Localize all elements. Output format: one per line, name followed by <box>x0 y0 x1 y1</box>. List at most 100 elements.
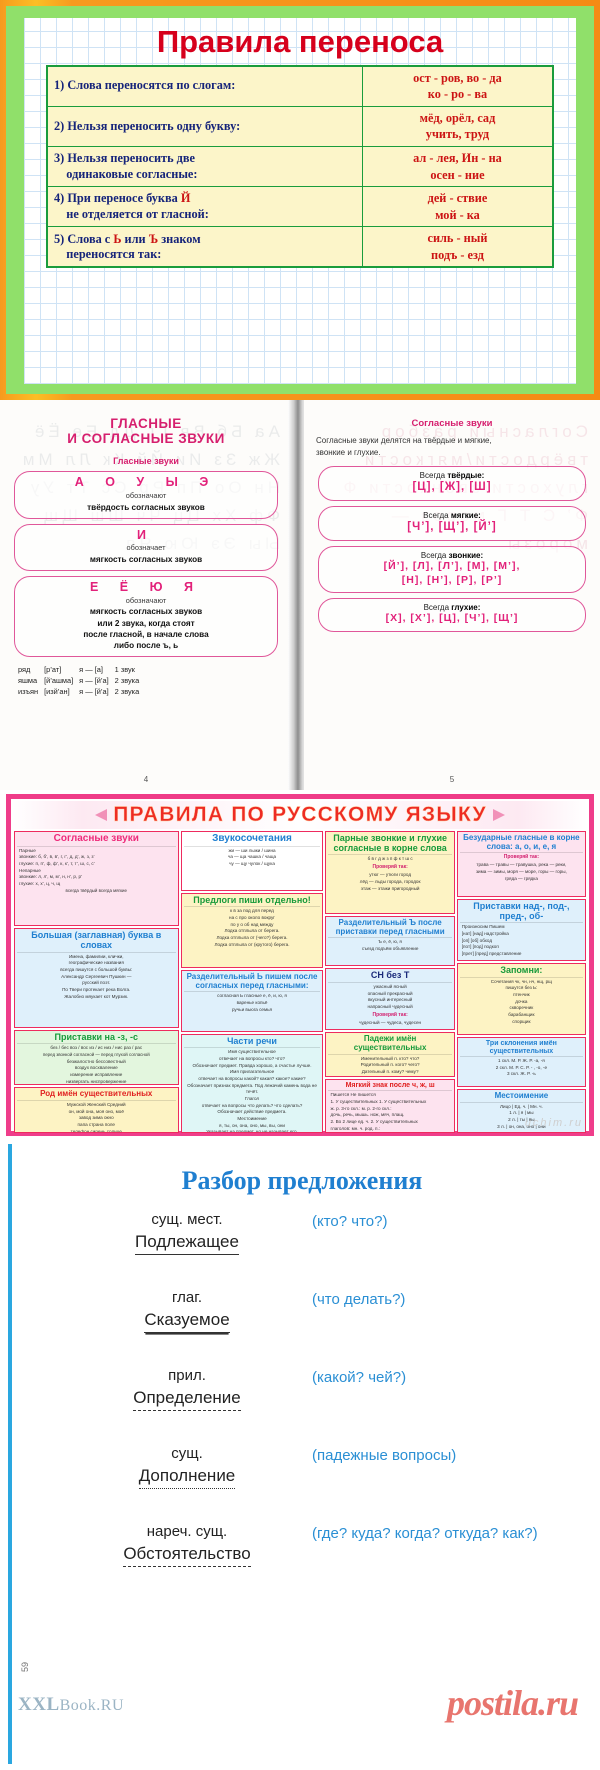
panel-russian-rules-poster: ПРАВИЛА ПО РУССКОМУ ЯЗЫКУ Согласные звук… <box>0 790 600 1140</box>
card-body: Мужской Женский Средний он, мой она, моя… <box>17 1101 176 1132</box>
card-razdelitelnyj-mjagkij: Разделительный Ь пишем после согласных п… <box>180 970 324 1032</box>
table-row: 5) Слова с Ь или Ъ знаком переносятся та… <box>46 226 554 268</box>
card-zapomni: Запомни: Сочетания чк, чн, нч, нщ, рщ пи… <box>456 963 587 1035</box>
razbor-member: Сказуемое <box>144 1308 230 1334</box>
perenos-rule-2: 2) Нельзя переносить одну букву: <box>46 105 363 147</box>
card-razdelitelnyj-tverdyj: Разделительный Ъ после приставки перед г… <box>325 916 455 967</box>
card-line: Родительный п. кого? чего? <box>360 1062 420 1068</box>
poster-column-3: Парные звонкие и глухие согласные в корн… <box>325 831 455 1133</box>
card-title: Парные звонкие и глухие согласные в корн… <box>328 833 452 856</box>
card-line: 3 л. | он, она, оно | они <box>497 1123 546 1129</box>
vowels-box-iotated: Е Ё Ю Я обозначают мягкость согласных зв… <box>14 576 278 657</box>
panel-book-spread: Аа Бб Вв Гг Дд Ее Ёё Жж Зз Ии Йй Кк Лл М… <box>0 400 600 790</box>
card-line: Местоимение <box>237 1115 267 1121</box>
vowels-oboz-hard: обозначают <box>125 490 167 500</box>
vowels-examples-table: ряд [р’ат] я — [а] 1 звук яшма [й’ашма] … <box>18 664 145 697</box>
example-count: 2 звука <box>114 686 140 696</box>
card-line: ужасный ясный <box>373 984 407 990</box>
card-line: ча — ща чашка / чаща <box>227 854 277 860</box>
card-line: 3 скл. Ж. Р. -ь <box>506 1071 536 1077</box>
card-line: глаголов: мн. ч. род. п.: <box>330 1125 381 1131</box>
card-line: 2 скл. М. Р. С. Р. - , -о, -е <box>495 1064 547 1070</box>
card-line: 2 л. | ты | вы <box>508 1116 535 1122</box>
card-line: завод зима окно <box>78 1115 114 1121</box>
razbor-question: (какой? чей?) <box>312 1369 407 1386</box>
card-tri-skloneniya: Три склонения имён существительных 1 скл… <box>456 1037 587 1087</box>
card-chasti-rechi: Части речи Имя существительное отвечает … <box>180 1033 324 1133</box>
card-line: отвечает на вопросы что делать? что сдел… <box>201 1102 303 1108</box>
card-line: Обозначает признак предмета. Под лежачий… <box>187 1082 317 1095</box>
card-line: на с про около вокруг <box>229 914 275 920</box>
card-title: Предлоги пиши отдельно! <box>183 895 321 908</box>
card-line: трава — травы — травушка, река — реки, <box>476 862 567 868</box>
card-body: Имя существительное отвечает на вопросы … <box>184 1048 321 1132</box>
card-pristavki-nad-pod: Приставки над-, под-, пред-, об- Произно… <box>456 899 587 961</box>
example-word: яшма <box>18 675 38 685</box>
right-page-number: 5 <box>449 775 455 784</box>
card-soglasnye-zvuki: Согласные звуки Парные звонкие: б, б’, в… <box>14 831 179 927</box>
card-line: б в г д ж з п ф к т ш с <box>367 856 413 862</box>
card-subtitle: Проверяй так: <box>372 1011 408 1018</box>
consonants-title: Согласные звуки <box>411 418 493 429</box>
table-row: 1) Слова переносятся по слогам: ост - ро… <box>46 65 554 107</box>
card-body: жи — ши лыжи / шина ча — ща чашка / чаща… <box>184 847 321 869</box>
poster-column-4: Безударные гласные в корне слова: а, о, … <box>456 831 587 1133</box>
card-body: согласная Ь гласные е, ё, и, ю, я варень… <box>184 992 321 1014</box>
card-pristavki-na-z-s: Приставки на -з, -с без / бес воз / вос … <box>14 1029 179 1086</box>
perenos-example-2: мёд, орёл, сад учить, труд <box>361 105 554 147</box>
vowels-meaning-iotated-4: либо после ъ, ь <box>113 640 179 650</box>
card-mestoimenie: Местоимение Лицо | Ед. ч. | Мн. ч. 1 л. … <box>456 1089 587 1133</box>
card-title: Мягкий знак после ч, ж, ш <box>328 1081 452 1092</box>
card-line: лёд — льды города, городок <box>359 879 421 884</box>
poster-grid: Согласные звуки Парные звонкие: б, б’, в… <box>13 829 587 1135</box>
vowels-meaning-i: мягкость согласных звуков <box>89 555 203 565</box>
panel-razbor-predlozheniya: Разбор предложения сущ. мест. Подлежащее… <box>0 1140 600 1770</box>
card-body: к в за под для перед на с про около вокр… <box>184 907 321 949</box>
card-body: без / бес воз / вос из / ис низ / нис ра… <box>17 1044 176 1084</box>
label-always-voiceless: Всегда глухие: <box>423 603 481 613</box>
card-bolshaya-bukva: Большая (заглавная) буква в словах Имена… <box>14 928 179 1028</box>
razbor-sheet: Разбор предложения сущ. мест. Подлежащее… <box>8 1144 592 1764</box>
card-body: Ъ е, ё, ю, я съезд подъём объявление <box>328 938 451 953</box>
razbor-title: Разбор предложения <box>181 1166 423 1195</box>
card-body: 1 скл. М. Р. Ж. Р. -а, -я 2 скл. М. Р. С… <box>460 1057 583 1079</box>
vowels-meaning-iotated-2: или 2 звука, когда стоят <box>97 618 195 628</box>
card-line: дочь, речь, мышь. нож, мяч, плащ. <box>330 1112 405 1118</box>
card-line: согласная Ь гласные е, ё, и, ю, я <box>217 993 287 999</box>
razbor-page-number: 59 <box>20 1661 30 1672</box>
example-word: ряд <box>18 664 31 674</box>
sounds-always-hard: [Ц], [Ж], [Ш] <box>412 481 492 494</box>
card-line: 1. У существительных 1. У существительны… <box>330 1099 427 1105</box>
postila-watermark: postila.ru <box>446 1683 579 1723</box>
card-line: барабанщик <box>508 1012 535 1017</box>
book-page-right: Согласный разбор твёрдости/мягкости глух… <box>304 400 600 790</box>
razbor-question: (падежные вопросы) <box>312 1447 457 1464</box>
poster-title: ПРАВИЛА ПО РУССКОМУ ЯЗЫКУ <box>113 803 487 826</box>
card-line: ручьи вьюга семья <box>231 1006 272 1012</box>
card-line: Имя прилагательное <box>229 1069 275 1075</box>
card-line: Имена, фамилии, клички, <box>68 953 124 959</box>
razbor-member: Дополнение <box>138 1464 236 1490</box>
razbor-left: сущ. мест. Подлежащее <box>67 1210 307 1256</box>
card-title: Запомни: <box>459 965 584 978</box>
card-line: звонкие: б, б’, в, в’, г, г’, д, д’, ж, … <box>19 854 95 860</box>
card-body: трава — травы — травушка, река — реки, з… <box>460 861 583 883</box>
vowels-letters-hard: А О У Ы Э <box>74 475 218 490</box>
card-line: Парные <box>19 847 36 853</box>
table-row: изъян [изй’ан] я — [й’а] 2 звука <box>18 686 145 697</box>
card-line: вкусный интересный <box>367 997 413 1003</box>
card-subtitle: Проверяй так: <box>372 864 408 871</box>
perenos-example-3: ал - лея, Ин - на осен - ние <box>361 145 554 188</box>
sounds-always-voiceless: [Х], [Х’], [Ц], [Ч’], [Щ’] <box>385 612 519 625</box>
card-zvukosochetaniya: Звукосочетания жи — ши лыжи / шина ча — … <box>180 831 324 891</box>
table-row: ряд [р’ат] я — [а] 1 звук <box>18 664 145 675</box>
card-body: б в г д ж з п ф к т ш с Проверяй так: ут… <box>328 855 451 893</box>
card-body: Парные звонкие: б, б’, в, в’, г, г’, д, … <box>17 847 176 896</box>
book-page-left: Аа Бб Вв Гг Дд Ее Ёё Жж Зз Ии Йй Кк Лл М… <box>0 400 292 790</box>
vowels-meaning-iotated-1: мягкость согласных звуков <box>89 607 203 617</box>
vowels-meaning-hard: твёрдость согласных звуков <box>87 502 205 512</box>
perenos-grid-sheet: Правила переноса 1) Слова переносятся по… <box>24 18 576 384</box>
card-line: гряда — грядка <box>504 875 538 881</box>
vowels-box-hard: А О У Ы Э обозначают твёрдость согласных… <box>14 471 278 519</box>
razbor-row-skazuemoe: глаг. Сказуемое (что делать?) <box>12 1288 592 1366</box>
